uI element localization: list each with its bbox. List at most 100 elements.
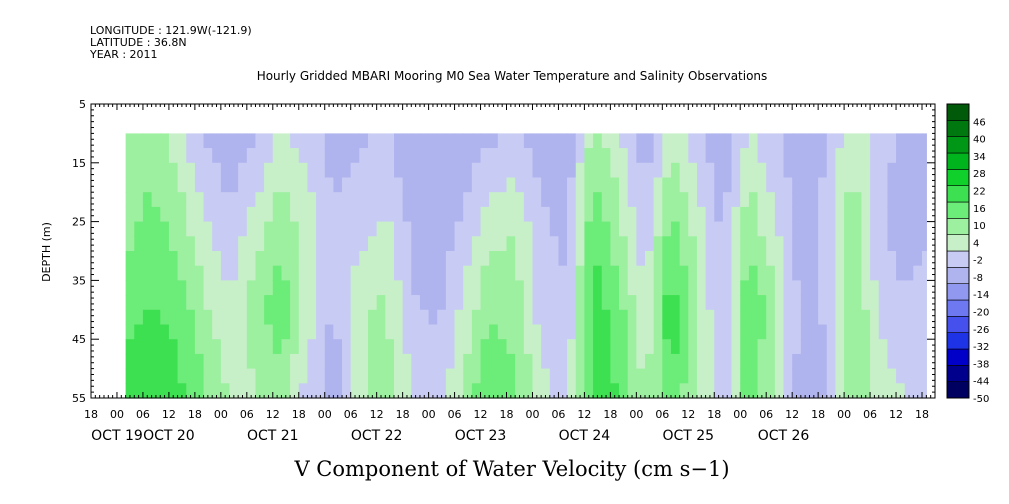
heatmap-cell [393, 353, 404, 370]
heatmap-cell [168, 236, 179, 252]
heatmap-cell [376, 353, 386, 370]
heatmap-cell [740, 353, 750, 370]
heatmap-cell [809, 353, 819, 370]
heatmap-cell [428, 162, 438, 179]
heatmap-cell [774, 309, 785, 326]
heatmap-cell [558, 236, 568, 252]
heatmap-cell [186, 280, 196, 296]
heatmap-cell [342, 324, 352, 340]
heatmap-cell [688, 206, 698, 223]
x-hour-label: 06 [136, 408, 150, 421]
heatmap-cell [229, 368, 239, 384]
heatmap-cell [662, 177, 672, 193]
heatmap-cell [601, 368, 611, 384]
heatmap-cell [593, 265, 603, 281]
x-hour-label: 00 [837, 408, 851, 421]
heatmap-cell [402, 383, 412, 399]
heatmap-cell [662, 133, 672, 149]
heatmap-cell [878, 309, 888, 326]
heatmap-cell [471, 353, 482, 370]
heatmap-cell [636, 133, 646, 149]
heatmap-cell [177, 280, 187, 296]
heatmap-cell [575, 368, 586, 384]
heatmap-cell [506, 280, 516, 296]
heatmap-cell [333, 221, 343, 237]
heatmap-cell [844, 368, 854, 384]
heatmap-cell [437, 177, 447, 193]
heatmap-cell [229, 177, 239, 193]
heatmap-cell [264, 265, 274, 281]
heatmap-cell [887, 133, 897, 149]
heatmap-cell [220, 295, 231, 311]
heatmap-cell [627, 192, 637, 208]
heatmap-cell [766, 251, 776, 267]
heatmap-cell [402, 353, 412, 370]
heatmap-cell [904, 353, 914, 370]
heatmap-cell [705, 133, 715, 149]
heatmap-cell [740, 383, 750, 399]
heatmap-cell [913, 265, 923, 281]
heatmap-cell [151, 148, 161, 164]
heatmap-cell [497, 148, 508, 164]
heatmap-cell [411, 162, 421, 179]
colorbar-label: 46 [973, 117, 986, 128]
heatmap-cell [593, 339, 603, 355]
heatmap-cell [324, 280, 334, 296]
heatmap-cell [229, 133, 239, 149]
heatmap-cell [705, 324, 715, 340]
heatmap-cell [783, 353, 793, 370]
heatmap-cell [307, 206, 317, 223]
heatmap-cell [835, 368, 845, 384]
heatmap-cell [402, 324, 412, 340]
heatmap-cell [593, 353, 603, 370]
heatmap-cell [272, 309, 283, 326]
heatmap-cell [506, 309, 516, 326]
heatmap-cell [835, 148, 845, 164]
heatmap-cell [298, 251, 309, 267]
heatmap-cell [774, 353, 785, 370]
heatmap-cell [818, 148, 828, 164]
heatmap-cell [194, 148, 205, 164]
heatmap-cell [844, 265, 854, 281]
heatmap-cell [142, 192, 153, 208]
heatmap-cell [194, 309, 205, 326]
heatmap-cell [670, 368, 681, 384]
heatmap-cell [619, 353, 629, 370]
heatmap-cell [368, 324, 378, 340]
heatmap-cell [575, 324, 586, 340]
heatmap-cell [437, 221, 447, 237]
heatmap-cell [792, 162, 802, 179]
colorbar-label: -14 [973, 290, 989, 301]
heatmap-cell [411, 280, 421, 296]
heatmap-cell [142, 177, 153, 193]
heatmap-cell [575, 236, 586, 252]
heatmap-cell [307, 339, 317, 355]
heatmap-cell [229, 324, 239, 340]
heatmap-cell [151, 206, 161, 223]
heatmap-cell [584, 339, 594, 355]
heatmap-cell [809, 280, 819, 296]
heatmap-cell [238, 192, 248, 208]
heatmap-cell [523, 148, 534, 164]
heatmap-cell [229, 280, 239, 296]
heatmap-cell [203, 221, 213, 237]
heatmap-cell [818, 133, 828, 149]
heatmap-cell [852, 221, 863, 237]
heatmap-cell [870, 368, 880, 384]
heatmap-cell [437, 148, 447, 164]
heatmap-cell [722, 265, 733, 281]
heatmap-cell [696, 295, 707, 311]
heatmap-cell [125, 383, 135, 399]
heatmap-cell [428, 324, 438, 340]
heatmap-cell [220, 368, 231, 384]
heatmap-cell [818, 251, 828, 267]
heatmap-cell [255, 309, 265, 326]
heatmap-cell [645, 324, 655, 340]
heatmap-cell [168, 221, 179, 237]
heatmap-cell [532, 339, 542, 355]
heatmap-cell [428, 221, 438, 237]
heatmap-cell [645, 206, 655, 223]
heatmap-cell [298, 221, 309, 237]
heatmap-cell [593, 192, 603, 208]
